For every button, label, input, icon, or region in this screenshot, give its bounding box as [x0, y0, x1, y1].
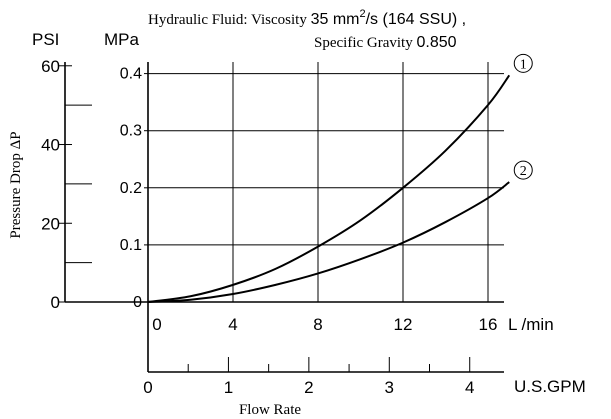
gpm-tick-label: 4: [465, 378, 474, 397]
gravity-label: Specific Gravity: [314, 35, 416, 51]
lmin-tick-label: 4: [228, 315, 237, 334]
psi-tick-label: 0: [51, 293, 60, 312]
lmin-tick-label: 12: [394, 315, 413, 334]
gpm-tick-label: 1: [224, 378, 233, 397]
series-label-circle-1: [513, 53, 533, 73]
grid-layer: [148, 62, 504, 302]
fluid-info-line: Hydraulic Fluid: Viscosity 35 mm2/s (164…: [148, 8, 466, 28]
gravity-info-line: Specific Gravity 0.850: [314, 34, 457, 51]
psi-tick-label: 40: [41, 136, 60, 155]
gpm-unit-label: U.S.GPM: [514, 377, 586, 396]
psi-tick-label: 60: [41, 57, 60, 76]
viscosity-value: 35 mm: [311, 11, 360, 28]
series-curve-1: [147, 74, 511, 303]
series-label-circle-2: [513, 160, 533, 180]
mpa-tick-label: 0.4: [120, 66, 142, 83]
gpm-tick-label: 0: [143, 378, 152, 397]
viscosity-suffix: /s (164 SSU) ,: [366, 11, 466, 28]
x-axis-title: Flow Rate: [239, 402, 301, 418]
fluid-label: Hydraulic Fluid: Viscosity: [148, 12, 311, 28]
lmin-tick-label: 16: [479, 315, 498, 334]
mpa-tick-label: 0: [133, 294, 142, 311]
series-curve-2: [147, 181, 510, 303]
mpa-tick-label: 0.2: [120, 180, 142, 197]
series-label-2: 2: [520, 164, 527, 179]
series-label-1: 1: [520, 57, 527, 72]
lmin-tick-label: 0: [152, 315, 161, 334]
mpa-unit-label: MPa: [104, 30, 140, 49]
mpa-tick-label: 0.3: [120, 123, 142, 140]
lmin-tick-label: 8: [313, 315, 322, 334]
gpm-tick-label: 3: [385, 378, 394, 397]
y-axis-title: Pressure Drop ΔP: [8, 131, 24, 238]
mpa-tick-label: 0.1: [120, 237, 142, 254]
gpm-tick-label: 2: [304, 378, 313, 397]
psi-unit-label: PSI: [32, 30, 59, 49]
lmin-unit-label: L /min: [508, 315, 554, 334]
psi-tick-label: 20: [41, 214, 60, 233]
viscosity-superscript: 2: [359, 8, 365, 20]
gravity-value: 0.850: [416, 34, 456, 51]
axes-layer: [64, 62, 504, 373]
series-layer: 12: [147, 53, 533, 303]
